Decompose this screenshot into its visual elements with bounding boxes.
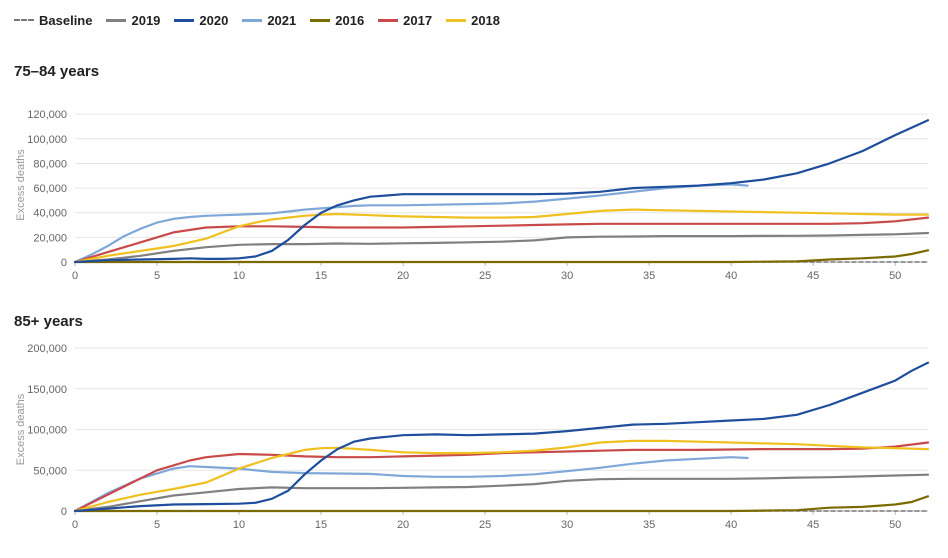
legend-label-2017: 2017 <box>403 12 433 28</box>
c2-series-2021-line[interactable] <box>73 456 749 513</box>
legend-item-2021[interactable]: 2021 <box>242 13 296 28</box>
c1-xtick-label-10: 50 <box>889 270 901 282</box>
c2-xtick-label-6: 30 <box>561 519 573 531</box>
c1-ytick-label-2: 40,000 <box>33 208 67 220</box>
c2-xtick-label-1: 5 <box>154 519 160 531</box>
legend-swatch-2021 <box>242 18 263 22</box>
legend: Baseline 2019 2020 2021 2016 2017 2018 <box>14 9 514 31</box>
panel-title-85-plus: 85+ years <box>14 313 83 330</box>
legend-swatch-2020 <box>174 18 195 22</box>
legend-swatch-2019 <box>106 18 127 22</box>
legend-item-2019[interactable]: 2019 <box>106 13 160 28</box>
c2-ytick-label-0: 0 <box>61 506 67 518</box>
legend-swatch-baseline <box>14 19 34 21</box>
c2-xtick-label-10: 50 <box>889 519 901 531</box>
legend-item-2017[interactable]: 2017 <box>378 13 432 28</box>
legend-item-2020[interactable]: 2020 <box>174 13 228 28</box>
c1-xtick-label-2: 10 <box>233 270 245 282</box>
legend-label-2016: 2016 <box>335 12 365 28</box>
c2-series-2016-line[interactable] <box>73 495 930 513</box>
c2-ytick-label-2: 100,000 <box>27 425 67 437</box>
legend-item-2018[interactable]: 2018 <box>446 13 500 28</box>
c1-ytick-label-1: 20,000 <box>33 232 67 244</box>
c1-ytick-label-0: 0 <box>61 257 67 269</box>
c2-ytick-label-4: 200,000 <box>27 343 67 355</box>
c1-xtick-label-4: 20 <box>397 270 409 282</box>
c2-xtick-label-8: 40 <box>725 519 737 531</box>
chart-85-plus: 0 50,000 100,000 150,000 200,000 0 5 10 15 20 25 30… <box>15 343 930 531</box>
c2-ytick-label-3: 150,000 <box>27 384 67 396</box>
c1-xtick-label-9: 45 <box>807 270 819 282</box>
c2-series-2020-line[interactable] <box>73 361 930 513</box>
legend-swatch-2017 <box>378 18 399 22</box>
c1-ytick-label-4: 80,000 <box>33 158 67 170</box>
legend-swatch-2018 <box>446 18 467 22</box>
c1-y-axis-label: Excess deaths <box>15 149 27 221</box>
legend-swatch-2016 <box>310 18 331 22</box>
c2-xtick-label-4: 20 <box>397 519 409 531</box>
c1-series-2020-line[interactable] <box>73 119 930 264</box>
c1-xtick-label-7: 35 <box>643 270 655 282</box>
chart-75-84: 0 20,000 40,000 60,000 80,000 100,000 120,000 0… <box>15 109 930 282</box>
c1-series-2019-line[interactable] <box>73 231 930 264</box>
c1-ytick-label-6: 120,000 <box>27 109 67 121</box>
c1-series-2018-line[interactable] <box>73 208 930 264</box>
c1-series-2017-line[interactable] <box>73 216 930 264</box>
legend-item-baseline[interactable]: Baseline <box>14 13 92 28</box>
c1-series-2016-line[interactable] <box>73 249 930 264</box>
c1-xtick-label-0: 0 <box>72 270 78 282</box>
c2-y-axis-label: Excess deaths <box>15 393 27 465</box>
c1-ytick-label-5: 100,000 <box>27 134 67 146</box>
c2-xtick-label-2: 10 <box>233 519 245 531</box>
c2-xtick-label-5: 25 <box>479 519 491 531</box>
c2-ytick-label-1: 50,000 <box>33 465 67 477</box>
c1-xtick-label-3: 15 <box>315 270 327 282</box>
c2-xtick-label-0: 0 <box>72 519 78 531</box>
c1-xtick-label-8: 40 <box>725 270 737 282</box>
panel-title-75-84: 75–84 years <box>14 63 100 80</box>
c2-series-2017-line[interactable] <box>73 441 930 513</box>
c2-series-2018-line[interactable] <box>73 439 930 513</box>
legend-label-2019: 2019 <box>131 12 161 28</box>
c1-xtick-label-5: 25 <box>479 270 491 282</box>
c1-ytick-label-3: 60,000 <box>33 183 67 195</box>
c2-xtick-label-7: 35 <box>643 519 655 531</box>
c1-xtick-label-1: 5 <box>154 270 160 282</box>
c2-xtick-label-3: 15 <box>315 519 327 531</box>
legend-label-baseline: Baseline <box>39 12 93 28</box>
legend-label-2018: 2018 <box>471 12 501 28</box>
legend-item-2016[interactable]: 2016 <box>310 13 364 28</box>
c2-xtick-label-9: 45 <box>807 519 819 531</box>
c2-series-2019-line[interactable] <box>73 473 930 513</box>
c1-series-2021-line[interactable] <box>73 183 749 264</box>
c1-xtick-label-6: 30 <box>561 270 573 282</box>
legend-label-2021: 2021 <box>267 12 297 28</box>
legend-label-2020: 2020 <box>199 12 229 28</box>
